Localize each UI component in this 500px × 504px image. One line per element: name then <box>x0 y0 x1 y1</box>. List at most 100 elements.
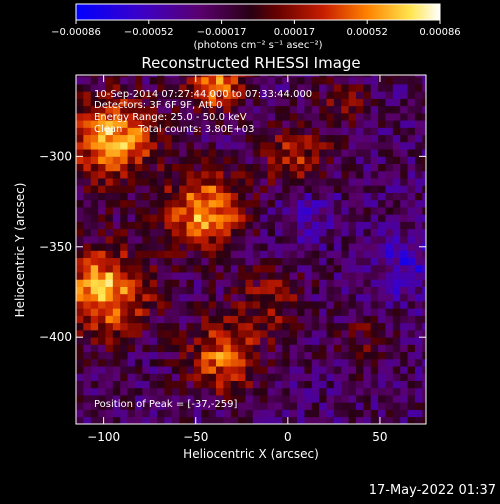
heatmap-cell <box>252 373 261 381</box>
heatmap-cell <box>385 192 394 201</box>
heatmap-cell <box>319 301 327 309</box>
heatmap-cell <box>260 301 268 309</box>
heatmap-cell <box>304 308 313 316</box>
heatmap-cell <box>157 301 165 309</box>
heatmap-cell <box>260 337 268 345</box>
heatmap-cell <box>392 149 401 157</box>
heatmap-cell <box>112 134 121 143</box>
heatmap-cell <box>98 337 106 345</box>
heatmap-cell <box>274 163 283 172</box>
heatmap-cell <box>341 75 350 78</box>
heatmap-cell <box>363 84 372 92</box>
heatmap-cell <box>348 91 357 99</box>
heatmap-cell <box>208 112 217 121</box>
heatmap-cell <box>216 105 224 114</box>
heatmap-cell <box>171 75 180 78</box>
heatmap-cell <box>105 192 114 201</box>
heatmap-cell <box>223 84 232 92</box>
heatmap-cell <box>392 141 401 150</box>
heatmap-cell <box>230 366 239 374</box>
colorbar-tick-label: 0.00052 <box>347 27 388 38</box>
heatmap-cell <box>179 395 187 403</box>
heatmap-cell <box>112 228 121 237</box>
heatmap-cell <box>341 416 350 424</box>
heatmap-cell <box>245 373 254 381</box>
heatmap-cell <box>238 112 246 121</box>
heatmap-cell <box>260 149 268 157</box>
heatmap-cell <box>90 344 99 353</box>
heatmap-cell <box>127 301 136 309</box>
heatmap-cell <box>385 127 394 136</box>
heatmap-cell <box>179 286 187 295</box>
heatmap-cell <box>208 322 217 331</box>
heatmap-cell <box>164 185 173 193</box>
heatmap-cell <box>238 344 246 353</box>
heatmap-cell <box>363 98 372 107</box>
heatmap-cell <box>378 264 386 273</box>
heatmap-cell <box>171 91 180 99</box>
heatmap-cell <box>289 380 298 389</box>
heatmap-cell <box>179 112 187 121</box>
heatmap-cell <box>414 257 423 266</box>
heatmap-cell <box>267 75 276 78</box>
heatmap-cell <box>157 315 165 324</box>
heatmap-cell <box>149 387 158 396</box>
heatmap-cell <box>76 98 84 107</box>
heatmap-cell <box>422 293 426 302</box>
heatmap-cell <box>267 228 276 237</box>
heatmap-cell <box>348 105 357 114</box>
heatmap-cell <box>260 329 268 338</box>
heatmap-cell <box>238 358 246 367</box>
heatmap-cell <box>105 127 114 136</box>
heatmap-cell <box>105 149 114 157</box>
x-tick-labels: −100 −50 0 50 <box>87 430 387 444</box>
heatmap-cell <box>98 178 106 186</box>
heatmap-cell <box>127 112 136 121</box>
heatmap-cell <box>134 134 143 143</box>
heatmap-cell <box>333 337 342 345</box>
heatmap-cell <box>385 329 394 338</box>
heatmap-cell <box>274 214 283 222</box>
heatmap-cell <box>422 112 426 121</box>
heatmap-cell <box>120 84 128 92</box>
heatmap-cell <box>164 344 173 353</box>
heatmap-cell <box>289 344 298 353</box>
heatmap-cell <box>400 235 408 244</box>
heatmap-cell <box>112 409 121 418</box>
heatmap-cell <box>164 235 173 244</box>
heatmap-cell <box>392 395 401 403</box>
heatmap-cell <box>105 170 114 179</box>
heatmap-cell <box>356 120 364 128</box>
heatmap-cell <box>282 199 291 208</box>
heatmap-cell <box>341 235 350 244</box>
heatmap-cell <box>223 257 232 266</box>
observation-info: 10-Sep-2014 07:27:44.000 to 07:33:44.000… <box>94 89 312 135</box>
heatmap-cell <box>407 301 416 309</box>
heatmap-cell <box>407 293 416 302</box>
heatmap-cell <box>319 257 327 266</box>
heatmap-cell <box>127 293 136 302</box>
heatmap-cell <box>90 301 99 309</box>
heatmap-cell <box>400 329 408 338</box>
heatmap-cell <box>164 279 173 287</box>
heatmap-cell <box>304 286 313 295</box>
heatmap-cell <box>149 134 158 143</box>
heatmap-cell <box>333 264 342 273</box>
heatmap-cell <box>193 373 202 381</box>
heatmap-cell <box>392 351 401 360</box>
heatmap-cell <box>157 366 165 374</box>
heatmap-cell <box>400 84 408 92</box>
heatmap-cell <box>157 228 165 237</box>
heatmap-cell <box>400 380 408 389</box>
heatmap-cell <box>282 337 291 345</box>
heatmap-cell <box>304 387 313 396</box>
heatmap-cell <box>230 149 239 157</box>
heatmap-cell <box>134 199 143 208</box>
heatmap-cell <box>157 134 165 143</box>
heatmap-cell <box>105 373 114 381</box>
heatmap-cell <box>90 380 99 389</box>
heatmap-cell <box>193 214 202 222</box>
heatmap-cell <box>98 344 106 353</box>
heatmap-cell <box>245 84 254 92</box>
heatmap-cell <box>356 75 364 78</box>
